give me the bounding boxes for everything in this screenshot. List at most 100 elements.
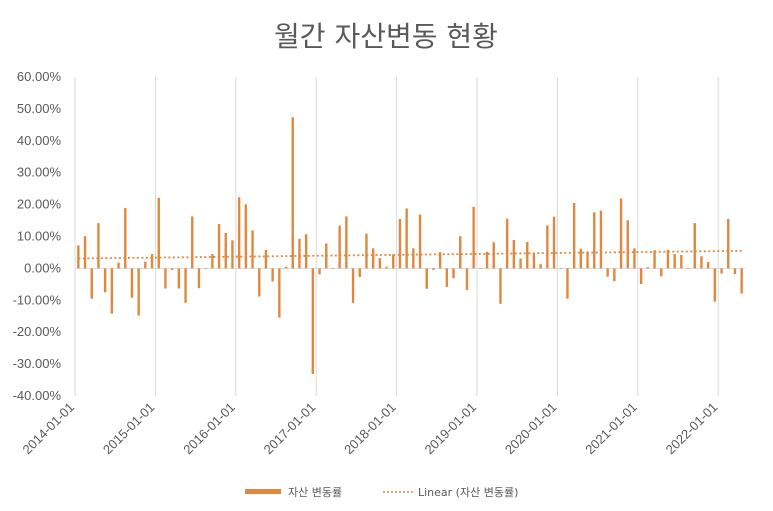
- bar: [599, 210, 603, 269]
- bar: [626, 220, 629, 269]
- bar: [418, 214, 422, 269]
- y-tick-label: 20.00%: [17, 197, 62, 212]
- bar: [653, 250, 656, 269]
- bar: [412, 248, 415, 269]
- bar: [606, 268, 609, 277]
- bar: [485, 251, 489, 269]
- bar: [700, 256, 703, 269]
- bar: [660, 268, 663, 277]
- bar: [291, 117, 294, 269]
- bar: [472, 206, 475, 269]
- x-tick-label: 2018-01-01: [341, 400, 399, 458]
- bar: [733, 268, 737, 275]
- bar: [505, 218, 509, 269]
- bar: [304, 234, 308, 269]
- y-tick-label: 0.00%: [24, 260, 61, 275]
- bar: [83, 236, 87, 269]
- bar: [559, 268, 562, 269]
- bar: [117, 262, 120, 269]
- y-tick-label: -30.00%: [13, 356, 62, 371]
- bar: [278, 268, 281, 318]
- bar: [492, 242, 495, 269]
- bar: [298, 238, 301, 269]
- bar: [673, 254, 676, 269]
- bar: [438, 252, 442, 269]
- bar: [666, 249, 670, 269]
- x-tick-label: 2016-01-01: [180, 400, 238, 458]
- bar: [345, 216, 348, 269]
- bar: [258, 268, 261, 297]
- bar: [170, 268, 174, 270]
- bar: [137, 268, 140, 316]
- bar: [680, 255, 683, 269]
- bar: [526, 241, 529, 269]
- y-tick-label: 60.00%: [17, 69, 62, 84]
- y-axis: -40.00% -30.00% -20.00% -10.00% 0.00% 10.00% 2…: [13, 69, 62, 403]
- y-tick-label: -40.00%: [13, 388, 62, 403]
- bar: [465, 268, 469, 291]
- bar: [124, 208, 127, 269]
- bar: [713, 268, 717, 302]
- bar: [184, 268, 187, 303]
- trend-line: [78, 249, 742, 260]
- bar: [579, 248, 583, 269]
- bar-series: [77, 117, 743, 374]
- bar: [211, 254, 214, 269]
- bar: [432, 268, 435, 270]
- bar: [351, 268, 355, 303]
- x-tick-label: 2022-01-01: [663, 400, 721, 458]
- bar: [385, 266, 388, 269]
- bar: [284, 266, 288, 269]
- y-tick-label: -20.00%: [13, 324, 62, 339]
- x-tick-label: 2019-01-01: [421, 400, 479, 458]
- x-tick-label: 2017-01-01: [261, 400, 319, 458]
- bar: [237, 197, 241, 269]
- bar: [613, 268, 616, 282]
- legend-bar-label: 자산 변동률: [288, 486, 342, 499]
- bar: [244, 204, 248, 269]
- bar: [197, 268, 201, 289]
- bar: [425, 268, 428, 289]
- bar: [338, 225, 341, 269]
- bar: [157, 197, 160, 269]
- bar: [459, 236, 462, 269]
- bar: [519, 258, 522, 269]
- bar: [318, 268, 321, 275]
- bar: [90, 268, 93, 299]
- bar: [499, 268, 502, 304]
- bar: [479, 268, 482, 269]
- bar: [97, 223, 100, 269]
- bar: [639, 268, 643, 285]
- bar: [646, 267, 650, 269]
- bar: [204, 268, 207, 269]
- bar: [378, 258, 382, 269]
- x-axis: 2014-01-01 2015-01-01 2016-01-01 2017-01-01…: [19, 400, 720, 458]
- x-tick-label: 2020-01-01: [502, 400, 560, 458]
- bar: [110, 268, 114, 314]
- y-tick-label: 40.00%: [17, 133, 62, 148]
- bar: [251, 230, 254, 269]
- y-tick-label: -10.00%: [13, 292, 62, 307]
- chart-title: 월간 자산변동 현황: [274, 20, 498, 53]
- x-tick-label: 2021-01-01: [582, 400, 640, 458]
- bar: [539, 264, 542, 269]
- bar: [572, 203, 576, 269]
- bar: [619, 198, 623, 269]
- bar: [217, 224, 221, 269]
- bar: [150, 254, 154, 269]
- bar: [727, 218, 730, 269]
- bar: [452, 268, 455, 279]
- bar: [392, 254, 395, 269]
- bar: [271, 268, 274, 282]
- grid-lines: [74, 77, 745, 396]
- bar: [130, 268, 134, 298]
- bar: [693, 223, 696, 269]
- bar: [191, 216, 194, 269]
- bar: [706, 262, 710, 269]
- trend-path: [78, 249, 742, 260]
- legend: 자산 변동률 Linear (자산 변동률): [245, 486, 518, 499]
- bar: [224, 232, 227, 269]
- bar: [398, 218, 402, 269]
- bar: [445, 268, 449, 287]
